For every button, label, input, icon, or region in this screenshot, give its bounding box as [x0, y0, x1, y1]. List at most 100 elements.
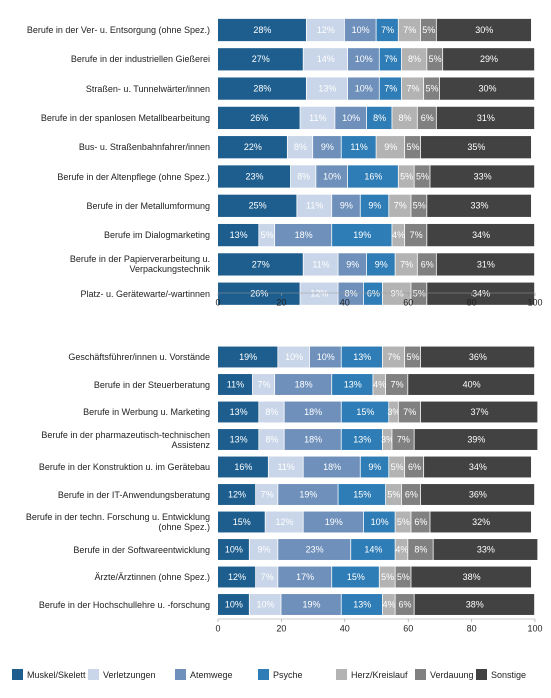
bar-segment [284, 401, 341, 423]
value-label: 11% [277, 462, 294, 472]
legend-label: Sonstige [491, 669, 527, 680]
value-label: 34% [472, 289, 490, 299]
bar-segment [420, 346, 535, 368]
bar-segment [341, 594, 383, 615]
bar-segment [401, 77, 424, 100]
bar-segment [363, 282, 383, 305]
bar-segment [401, 484, 421, 505]
value-label: 10% [257, 599, 275, 609]
bar-segment [398, 401, 421, 423]
bar-segment [351, 539, 395, 560]
bar-segment [379, 566, 395, 588]
bar-segment [338, 282, 364, 305]
legend-swatch [175, 669, 186, 680]
value-label: 5% [406, 142, 419, 152]
value-label: 11% [309, 113, 326, 123]
bar-segment [424, 77, 440, 100]
value-label: 36% [469, 489, 487, 499]
category-label: Berufe in der Hochschullehre u. -forschu… [38, 599, 210, 610]
category-label: Bus- u. Straßenbahnfahrer/innen [78, 142, 210, 153]
bar-segment [347, 165, 398, 188]
bar-segment [344, 18, 376, 42]
legend-swatch [88, 669, 99, 680]
value-label: 8% [408, 54, 421, 64]
value-label: 7% [397, 434, 410, 444]
value-label: 5% [400, 171, 413, 181]
bar-segment [360, 456, 389, 478]
value-label: 26% [250, 113, 268, 123]
bar-segment [417, 106, 436, 130]
legend-item: Sonstige [476, 669, 526, 680]
value-label: 8% [373, 113, 386, 123]
bar-segment [332, 223, 392, 247]
bar-segment [313, 136, 341, 159]
bar-segment [382, 429, 392, 450]
bar-segment [303, 253, 338, 276]
value-label: 18% [295, 230, 313, 240]
value-label: 19% [325, 517, 343, 527]
bar-segment [389, 456, 405, 478]
value-label: 5% [387, 489, 400, 499]
value-label: 23% [245, 171, 263, 181]
bar-segment [443, 48, 535, 71]
bar-segment [420, 136, 532, 159]
value-label: 7% [400, 259, 413, 269]
bar-segment [360, 194, 389, 217]
bar-segment [386, 484, 402, 505]
bar-segment [436, 253, 535, 276]
value-label: 5% [416, 171, 429, 181]
category-label: Berufe in der Altenpflege (ohne Spez.) [57, 171, 210, 182]
bar-segment [268, 456, 303, 478]
legend-label: Psyche [273, 669, 303, 680]
value-label: 27% [252, 259, 270, 269]
value-label: 7% [391, 379, 404, 389]
legend-label: Herz/Kreislauf [351, 669, 408, 680]
bar-segment [287, 136, 313, 159]
bar-segment [249, 594, 281, 615]
legend-swatch [258, 669, 269, 680]
category-label: Berufe in der IT-Anwendungsberatung [57, 489, 210, 500]
bar-segment [382, 594, 395, 615]
value-label: 18% [304, 407, 322, 417]
x-tick-label: 80 [467, 623, 477, 633]
value-label: 13% [230, 407, 248, 417]
value-label: 8% [345, 289, 358, 299]
bar-segment [411, 566, 532, 588]
bar-segment [408, 539, 433, 560]
bar-segment [218, 48, 303, 71]
value-label: 5% [397, 517, 410, 527]
value-label: 9% [368, 201, 381, 211]
legend-label: Verdauung [430, 669, 474, 680]
value-label: 11% [312, 259, 329, 269]
value-label: 13% [353, 352, 371, 362]
legend-swatch [415, 669, 426, 680]
value-label: 19% [303, 599, 321, 609]
legend-label: Atemwege [190, 669, 233, 680]
bar-segment [303, 511, 364, 533]
bar-segment [306, 18, 344, 42]
value-label: 13% [353, 434, 371, 444]
bar-segment [395, 511, 411, 533]
value-label: 30% [475, 25, 493, 35]
value-label: 30% [478, 83, 496, 93]
x-tick-label: 20 [276, 623, 286, 633]
bar-segment [411, 194, 427, 217]
value-label: 5% [397, 572, 410, 582]
value-label: 16% [234, 462, 252, 472]
bar-segment [335, 106, 367, 130]
x-tick-label: 0 [215, 623, 220, 633]
bar-segment [259, 429, 284, 450]
bar-segment [414, 165, 430, 188]
value-label: 11% [227, 379, 244, 389]
bar-segment [347, 48, 379, 71]
value-label: 9% [375, 259, 388, 269]
bar-segment [303, 456, 360, 478]
bar-segment [278, 346, 310, 368]
x-tick-label: 60 [403, 297, 413, 307]
value-label: 18% [295, 379, 313, 389]
value-label: 14% [364, 544, 382, 554]
value-label: 7% [394, 201, 407, 211]
value-label: 6% [414, 517, 427, 527]
x-tick-label: 40 [340, 297, 350, 307]
bar-segment [218, 456, 268, 478]
